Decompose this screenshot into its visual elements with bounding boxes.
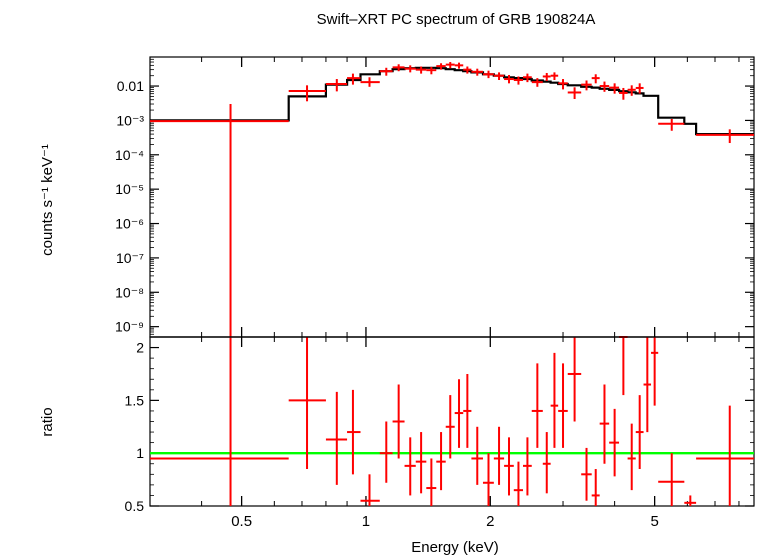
data-point bbox=[463, 66, 472, 74]
ratio-point bbox=[658, 453, 685, 506]
x-tick-label: 2 bbox=[486, 513, 494, 530]
data-point bbox=[627, 85, 636, 96]
y-tick-label: 10⁻⁸ bbox=[115, 284, 144, 300]
ratio-point bbox=[627, 423, 636, 491]
x-tick-label: 5 bbox=[650, 513, 658, 530]
data-point bbox=[482, 70, 494, 79]
y-tick-label: 1.5 bbox=[125, 392, 145, 408]
ratio-point bbox=[550, 352, 559, 448]
data-point bbox=[522, 73, 532, 83]
data-point bbox=[471, 68, 483, 76]
x-tick-label: 0.5 bbox=[231, 513, 252, 530]
ratio-point bbox=[493, 426, 505, 485]
spectrum-panel: 0.01 10⁻³ 10⁻⁴ 10⁻⁵ 10⁻⁶ 10⁻⁷ 10⁻⁸ 10⁻⁹ bbox=[115, 56, 755, 338]
ratio-point bbox=[635, 395, 644, 470]
ratio-point bbox=[542, 432, 551, 494]
data-point bbox=[426, 66, 437, 75]
y-tick-label: 0.01 bbox=[117, 78, 144, 94]
ratio-point bbox=[651, 337, 659, 406]
data-point bbox=[591, 74, 600, 84]
ratio-point bbox=[684, 495, 697, 506]
data-point bbox=[558, 79, 568, 90]
data-point bbox=[325, 79, 348, 92]
data-point bbox=[513, 76, 523, 85]
ratio-point bbox=[379, 421, 393, 483]
ratio-point bbox=[392, 384, 405, 459]
data-point bbox=[436, 63, 446, 70]
data-point bbox=[531, 78, 543, 87]
ratio-point bbox=[522, 437, 532, 496]
ratio-point bbox=[504, 437, 514, 496]
ratio-point bbox=[591, 469, 600, 506]
data-point bbox=[493, 72, 505, 80]
data-point bbox=[415, 66, 427, 74]
chart-title: Swift–XRT PC spectrum of GRB 190824A bbox=[317, 11, 596, 28]
model-step-line bbox=[150, 66, 754, 136]
ratio-point bbox=[482, 453, 494, 506]
y-tick-label: 10⁻⁵ bbox=[115, 181, 144, 197]
data-point bbox=[581, 80, 592, 91]
data-point bbox=[360, 77, 380, 87]
ratio-point bbox=[696, 405, 754, 506]
data-point bbox=[567, 87, 582, 99]
ratio-point bbox=[445, 395, 455, 459]
ratio-point bbox=[643, 337, 652, 433]
data-point bbox=[445, 62, 455, 69]
data-point bbox=[696, 129, 754, 144]
data-point bbox=[379, 67, 393, 76]
y-tick-label: 10⁻⁹ bbox=[115, 319, 144, 335]
data-point bbox=[347, 73, 361, 85]
x-axis-label: Energy (keV) bbox=[411, 539, 499, 556]
data-point bbox=[504, 74, 514, 84]
ratio-point bbox=[325, 391, 348, 485]
data-point bbox=[150, 104, 289, 337]
ratio-point bbox=[599, 384, 610, 464]
y-tick-label: 0.5 bbox=[125, 498, 145, 514]
ratio-point bbox=[609, 408, 620, 477]
ratio-panel: 0.5 1 2 5 0.5 1 1.5 2 bbox=[125, 336, 755, 530]
y-tick-label: 10⁻⁴ bbox=[115, 147, 144, 163]
ratio-point bbox=[150, 337, 289, 506]
y-tick-label: 2 bbox=[136, 340, 144, 356]
ratio-point bbox=[415, 432, 427, 494]
ratio-point bbox=[454, 379, 464, 448]
ratio-point bbox=[567, 337, 582, 422]
data-point bbox=[609, 83, 620, 94]
ratio-point bbox=[471, 426, 483, 485]
y-axis-label-spectrum: counts s⁻¹ keV⁻¹ bbox=[39, 144, 56, 256]
y-tick-label: 1 bbox=[136, 445, 144, 461]
x-tick-label: 1 bbox=[362, 513, 370, 530]
data-point bbox=[635, 83, 644, 94]
ratio-point bbox=[347, 389, 361, 475]
y-tick-label: 10⁻⁶ bbox=[115, 216, 144, 232]
ratio-point bbox=[558, 363, 568, 448]
ratio-point bbox=[436, 432, 446, 491]
ratio-point bbox=[404, 437, 416, 496]
data-point bbox=[404, 65, 416, 73]
data-point bbox=[550, 72, 559, 80]
ratio-point bbox=[426, 458, 437, 506]
data-point bbox=[658, 118, 685, 131]
ratio-point bbox=[463, 373, 472, 448]
y-tick-label: 10⁻⁷ bbox=[116, 250, 144, 266]
ratio-point bbox=[581, 447, 592, 501]
ratio-point bbox=[288, 337, 326, 470]
y-tick-label: 10⁻³ bbox=[116, 112, 144, 128]
data-point bbox=[599, 81, 610, 92]
data-point bbox=[392, 64, 405, 72]
data-point bbox=[288, 85, 326, 102]
data-point bbox=[542, 72, 551, 82]
y-axis-label-ratio: ratio bbox=[39, 407, 56, 436]
ratio-point bbox=[360, 474, 380, 506]
ratio-point bbox=[513, 461, 523, 506]
ratio-point bbox=[531, 363, 543, 448]
data-point bbox=[619, 87, 628, 100]
data-point bbox=[454, 62, 464, 69]
